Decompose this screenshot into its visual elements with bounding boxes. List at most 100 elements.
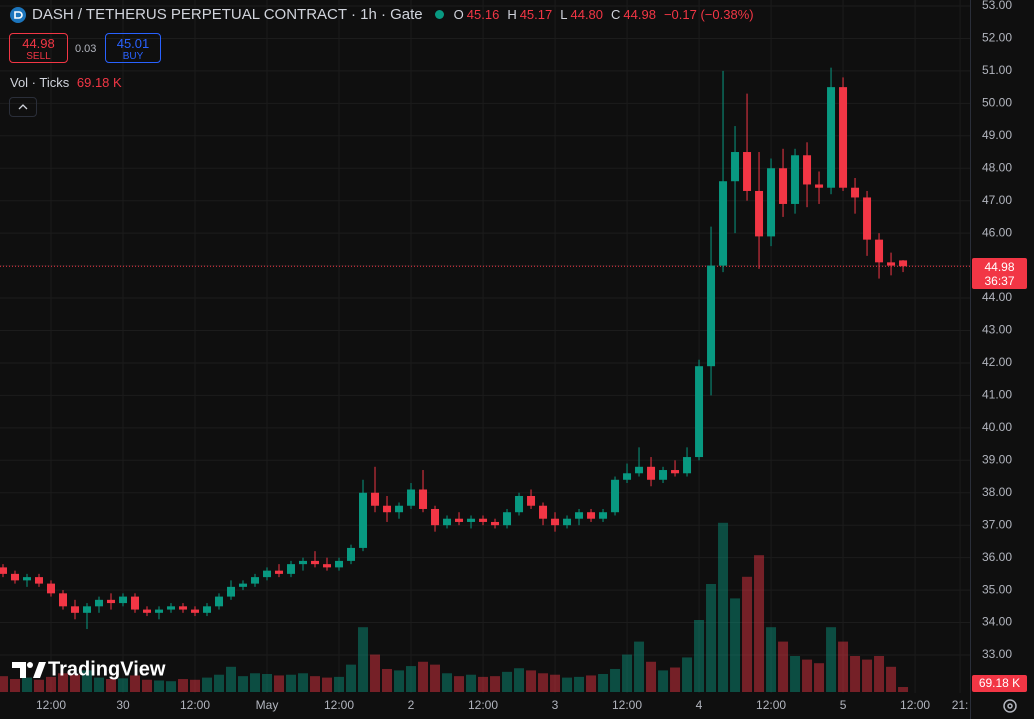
candle-body [659, 470, 668, 480]
volume-bar [82, 670, 93, 692]
candle-body [887, 262, 896, 266]
volume-bar [682, 657, 693, 692]
candle-body [395, 505, 404, 513]
status-dot [434, 10, 444, 19]
volume-bar [634, 641, 645, 692]
y-tick-label: 46.00 [982, 225, 1012, 239]
volume-bar [358, 627, 369, 692]
volume-bar [418, 661, 429, 692]
countdown: 36:37 [984, 274, 1015, 288]
candle-body [611, 479, 620, 513]
candle-body [587, 512, 596, 519]
candle-body [335, 560, 344, 568]
candle-body [299, 560, 308, 565]
volume-bar [466, 674, 477, 692]
candle-body [359, 492, 368, 548]
candle-body [671, 470, 680, 474]
volume-bar [514, 668, 525, 692]
candle-body [95, 599, 104, 607]
x-tick-label: 12:00 [612, 698, 642, 712]
volume-bar [226, 666, 237, 692]
buy-text: BUY [122, 51, 144, 62]
volume-bar [622, 654, 633, 692]
candle-body [419, 489, 428, 509]
candle-body [875, 239, 884, 263]
volume-bar [886, 666, 897, 692]
candle-body [827, 87, 836, 188]
symbol-title[interactable]: DASH / TETHERUS PERPETUAL CONTRACT · 1h … [32, 6, 423, 23]
candle-body [179, 606, 188, 610]
candle-body [191, 609, 200, 613]
volume-bar [802, 659, 813, 692]
sell-button[interactable]: 44.98 SELL [9, 33, 68, 63]
y-tick-label: 34.00 [982, 615, 1012, 629]
volume-bar [166, 681, 177, 692]
volume-bar [322, 677, 333, 692]
candle-body [167, 606, 176, 610]
x-tick-label: 12:00 [180, 698, 210, 712]
candle-body [479, 518, 488, 522]
candle-body [683, 457, 692, 474]
volume-bar [406, 666, 417, 692]
collapse-button[interactable] [9, 97, 37, 117]
volume-bar [106, 679, 117, 692]
x-tick-label: 5 [840, 698, 847, 712]
ohlc-value: 45.17 [519, 7, 553, 22]
candle-body [215, 596, 224, 607]
candle-body [107, 599, 116, 604]
volume-bar [70, 674, 81, 692]
ohlc-value: 44.80 [570, 7, 604, 22]
settings-icon[interactable] [1003, 699, 1017, 713]
legend-header: DASH / TETHERUS PERPETUAL CONTRACT · 1h … [10, 6, 759, 23]
candle-body [155, 609, 164, 613]
y-tick-label: 40.00 [982, 420, 1012, 434]
candle-body [251, 577, 260, 584]
candle-body [743, 152, 752, 191]
y-tick-label: 33.00 [982, 647, 1012, 661]
x-tick-label: 12:00 [468, 698, 498, 712]
candle-body [239, 583, 248, 587]
y-tick-label: 52.00 [982, 31, 1012, 45]
volume-bar [526, 670, 537, 692]
volume-indicator[interactable]: Vol · Ticks [10, 75, 70, 90]
y-tick-label: 36.00 [982, 550, 1012, 564]
volume-bar [34, 679, 45, 692]
candle-body [695, 366, 704, 458]
buy-button[interactable]: 45.01 BUY [105, 33, 161, 63]
ohlc-key: L [560, 7, 568, 22]
candle-body [131, 596, 140, 610]
volume-bar [346, 664, 357, 692]
volume-bar [178, 679, 189, 692]
volume-bar [94, 677, 105, 692]
volume-bar [838, 641, 849, 692]
candle-body [431, 508, 440, 526]
volume-bar [730, 598, 741, 692]
volume-bar [754, 555, 765, 692]
candle-body [59, 593, 68, 607]
volume-bar [250, 673, 261, 692]
candle-body [35, 577, 44, 584]
volume-bar [502, 671, 513, 692]
y-tick-label: 43.00 [982, 323, 1012, 337]
volume-bar [742, 576, 753, 692]
candle-body [119, 596, 128, 604]
ohlc-value: 45.16 [466, 7, 500, 22]
candle-body [647, 466, 656, 480]
candle-body [263, 570, 272, 578]
last-price: 44.98 [984, 260, 1015, 274]
volume-bar [442, 673, 453, 692]
volume-bar [670, 667, 681, 692]
x-tick-label: 12:00 [756, 698, 786, 712]
volume-bar [262, 674, 273, 692]
grid [0, 0, 970, 693]
candle-body [371, 492, 380, 506]
x-tick-label: 12:00 [324, 698, 354, 712]
y-tick-label: 42.00 [982, 355, 1012, 369]
candle-body [515, 495, 524, 513]
volume-bar [10, 679, 21, 692]
candles [0, 67, 908, 630]
candle-body [275, 570, 284, 574]
candle-body [719, 181, 728, 266]
volume-bar [202, 677, 213, 692]
volume-bar [898, 687, 909, 692]
